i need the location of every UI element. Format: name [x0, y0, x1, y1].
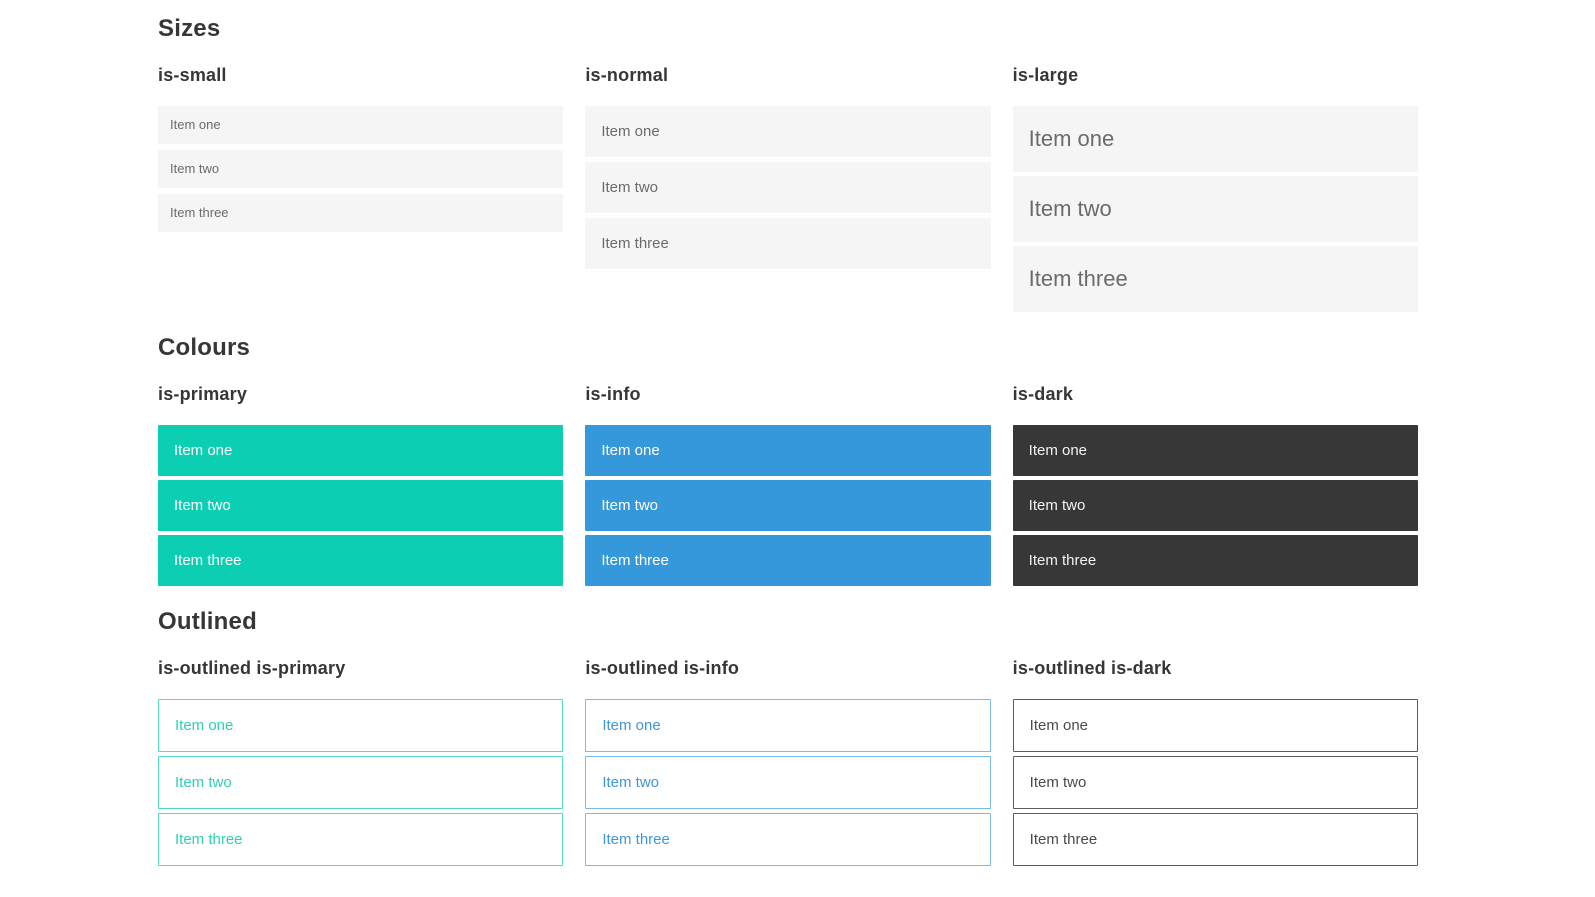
list-item[interactable]: Item three [1012, 535, 1418, 586]
group-label-is-dark: is-dark [1012, 384, 1074, 404]
group-label-is-large: is-large [1012, 65, 1079, 85]
list-item[interactable]: Item two [1012, 480, 1418, 531]
section-title-colours: Colours [158, 334, 251, 361]
group-is-large: is-large Item one Item two Item three [1012, 64, 1418, 312]
list-item[interactable]: Item two [158, 150, 564, 188]
list-item[interactable]: Item three [585, 535, 991, 586]
list-item[interactable]: Item three [585, 218, 991, 269]
group-is-outlined-is-primary: is-outlined is-primary Item one Item two… [158, 657, 564, 866]
list-is-outlined-is-dark: Item one Item two Item three [1012, 699, 1418, 866]
list-is-small: Item one Item two Item three [158, 106, 564, 232]
group-is-outlined-is-info: is-outlined is-info Item one Item two It… [585, 657, 991, 866]
list-item[interactable]: Item three [585, 813, 991, 866]
list-item[interactable]: Item one [1012, 106, 1418, 172]
list-item[interactable]: Item one [585, 106, 991, 157]
group-is-primary: is-primary Item one Item two Item three [158, 383, 564, 586]
list-component-demo-page: Sizes is-small Item one Item two Item th… [158, 0, 1418, 866]
group-label-is-outlined-is-dark: is-outlined is-dark [1012, 658, 1172, 678]
list-item[interactable]: Item one [585, 699, 991, 752]
list-item[interactable]: Item two [1012, 176, 1418, 242]
section-colours: Colours is-primary Item one Item two Ite… [158, 334, 1418, 586]
group-label-is-info: is-info [585, 384, 641, 404]
list-is-dark: Item one Item two Item three [1012, 425, 1418, 586]
list-item[interactable]: Item three [1012, 246, 1418, 312]
list-item[interactable]: Item two [158, 756, 564, 809]
list-item[interactable]: Item one [1012, 425, 1418, 476]
group-label-is-outlined-is-primary: is-outlined is-primary [158, 658, 346, 678]
list-item[interactable]: Item two [1012, 756, 1418, 809]
list-item[interactable]: Item two [585, 162, 991, 213]
group-is-small: is-small Item one Item two Item three [158, 64, 564, 232]
list-item[interactable]: Item two [158, 480, 564, 531]
group-label-is-outlined-is-info: is-outlined is-info [585, 658, 740, 678]
group-label-is-normal: is-normal [585, 65, 669, 85]
list-item[interactable]: Item two [585, 756, 991, 809]
list-item[interactable]: Item one [158, 106, 564, 144]
list-is-primary: Item one Item two Item three [158, 425, 564, 586]
sizes-grid: is-small Item one Item two Item three is… [158, 64, 1418, 312]
list-item[interactable]: Item three [1012, 813, 1418, 866]
list-is-outlined-is-primary: Item one Item two Item three [158, 699, 564, 866]
group-is-dark: is-dark Item one Item two Item three [1012, 383, 1418, 586]
list-item[interactable]: Item one [1012, 699, 1418, 752]
group-is-outlined-is-dark: is-outlined is-dark Item one Item two It… [1012, 657, 1418, 866]
outlined-grid: is-outlined is-primary Item one Item two… [158, 657, 1418, 866]
list-item[interactable]: Item two [585, 480, 991, 531]
list-item[interactable]: Item one [585, 425, 991, 476]
list-is-outlined-is-info: Item one Item two Item three [585, 699, 991, 866]
section-outlined: Outlined is-outlined is-primary Item one… [158, 608, 1418, 866]
group-is-normal: is-normal Item one Item two Item three [585, 64, 991, 269]
section-sizes: Sizes is-small Item one Item two Item th… [158, 15, 1418, 312]
section-title-sizes: Sizes [158, 15, 221, 42]
list-is-large: Item one Item two Item three [1012, 106, 1418, 312]
list-item[interactable]: Item three [158, 535, 564, 586]
colours-grid: is-primary Item one Item two Item three … [158, 383, 1418, 586]
list-is-info: Item one Item two Item three [585, 425, 991, 586]
list-item[interactable]: Item three [158, 194, 564, 232]
list-item[interactable]: Item one [158, 425, 564, 476]
list-item[interactable]: Item three [158, 813, 564, 866]
group-label-is-primary: is-primary [158, 384, 248, 404]
group-label-is-small: is-small [158, 65, 227, 85]
section-title-outlined: Outlined [158, 608, 257, 635]
group-is-info: is-info Item one Item two Item three [585, 383, 991, 586]
list-is-normal: Item one Item two Item three [585, 106, 991, 269]
list-item[interactable]: Item one [158, 699, 564, 752]
